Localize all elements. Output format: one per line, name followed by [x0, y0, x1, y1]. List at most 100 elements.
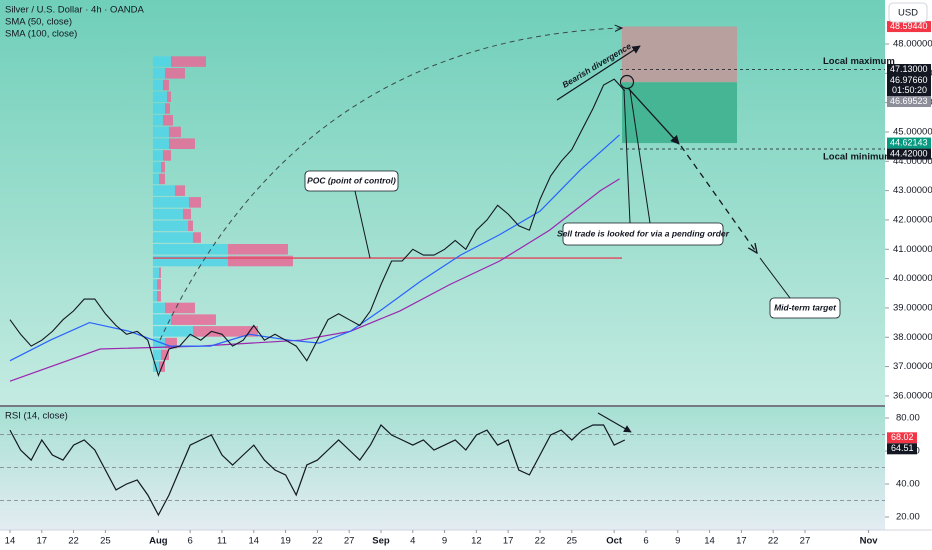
- x-tick-label: 22: [312, 536, 323, 547]
- volume-up: [152, 279, 157, 290]
- trade-arrow: [627, 87, 680, 145]
- volume-down: [164, 337, 177, 349]
- volume-up: [152, 173, 159, 185]
- volume-up: [152, 267, 159, 279]
- volume-up: [152, 185, 175, 196]
- volume-up: [152, 103, 165, 114]
- x-tick-label: Aug: [149, 536, 168, 547]
- price-tag-label: 44.62143: [890, 137, 928, 147]
- sma-line: [9, 178, 620, 382]
- level-label: Local minimum: [823, 151, 893, 162]
- price-tag: [887, 75, 931, 97]
- volume-up: [152, 79, 163, 91]
- volume-down: [227, 243, 288, 255]
- dashed-arc: [159, 28, 622, 341]
- legend-entry: SMA (100, close): [5, 29, 77, 40]
- price-tag: [887, 21, 931, 33]
- volume-down: [192, 232, 201, 243]
- volume-up: [152, 114, 163, 126]
- currency: USD: [898, 8, 918, 19]
- rsi-tag: [887, 432, 917, 444]
- currency-button[interactable]: [888, 2, 928, 23]
- x-tick-label: 25: [566, 536, 577, 547]
- x-tick-label: 4: [410, 536, 415, 547]
- volume-up: [152, 232, 193, 243]
- volume-up: [152, 314, 171, 325]
- y-tick-label: 40.00: [896, 479, 920, 490]
- y-tick-label: 36.00000: [893, 390, 932, 401]
- target-note: Mid-term target: [774, 302, 837, 312]
- price-line: [9, 78, 626, 378]
- x-tick-label: 11: [217, 536, 227, 547]
- rsi-title: RSI (14, close): [5, 411, 68, 422]
- rsi-tag-label: 68.02: [891, 432, 914, 442]
- volume-up: [152, 126, 169, 138]
- price-tag: [887, 137, 931, 149]
- volume-up: [152, 255, 228, 267]
- volume-down: [164, 302, 195, 314]
- volume-up: [152, 68, 165, 79]
- x-tick-label: 19: [280, 536, 291, 547]
- price-tag-label: 46.97660: [890, 75, 928, 85]
- trade-note-box: [562, 222, 724, 246]
- y-tick-label: 41.00000: [893, 244, 932, 255]
- volume-down: [168, 138, 195, 149]
- volume-down: [168, 126, 181, 138]
- y-tick-label: 40.00000: [893, 273, 932, 284]
- price-tag: [887, 64, 931, 76]
- callout-pointer: [759, 257, 791, 299]
- volume-down: [188, 197, 201, 208]
- x-tick-label: 9: [675, 536, 680, 547]
- volume-up: [152, 302, 165, 314]
- y-tick-label: 80.00: [896, 413, 920, 424]
- y-tick-label: 48.00000: [893, 39, 932, 50]
- volume-down: [156, 279, 161, 290]
- divergence-line: [556, 45, 641, 101]
- volume-down: [156, 290, 161, 302]
- volume-down: [162, 114, 173, 126]
- x-tick-label: 6: [643, 536, 648, 547]
- poc-label-box: [304, 170, 399, 192]
- volume-down: [162, 150, 171, 161]
- volume-up: [152, 197, 189, 208]
- volume-up: [152, 91, 167, 103]
- x-tick-label: Sep: [372, 536, 390, 547]
- volume-down: [164, 68, 185, 79]
- y-tick-label: 39.00000: [893, 302, 932, 313]
- price-tag-label: 46.69523: [890, 96, 928, 106]
- y-tick-label: 42.00000: [893, 214, 932, 225]
- callout-pointer: [629, 89, 651, 224]
- volume-down: [187, 220, 193, 232]
- volume-up: [152, 208, 183, 220]
- volume-down: [164, 103, 170, 114]
- poc-label: POC (point of control): [307, 175, 396, 185]
- x-tick-label: 22: [768, 536, 779, 547]
- volume-up: [152, 56, 171, 67]
- trade-note: Sell trade is looked for via a pending o…: [557, 228, 730, 238]
- volume-down: [192, 326, 258, 337]
- price-tag-label: 44.42000: [890, 148, 928, 158]
- y-tick-label: 20.00: [896, 511, 920, 522]
- y-tick-label: 45.00000: [893, 126, 932, 137]
- volume-down: [174, 185, 185, 196]
- volume-up: [152, 290, 157, 302]
- rsi-tag: [887, 443, 917, 455]
- entry-circle: [619, 74, 635, 90]
- callout-pointer: [354, 190, 371, 259]
- x-tick-label: 22: [535, 536, 546, 547]
- target-zone: [622, 82, 738, 144]
- callout-pointer: [623, 89, 631, 224]
- x-tick-label: 25: [100, 536, 111, 547]
- x-tick-label: 17: [736, 536, 747, 547]
- main-pane: [0, 0, 885, 405]
- x-tick-label: 27: [344, 536, 355, 547]
- x-tick-label: 6: [188, 536, 193, 547]
- x-tick-label: 17: [503, 536, 514, 547]
- volume-down: [170, 314, 216, 325]
- volume-up: [152, 161, 161, 173]
- x-tick-label: 22: [68, 536, 79, 547]
- volume-down: [166, 91, 171, 103]
- volume-up: [152, 337, 165, 349]
- rsi-divergence-line: [597, 412, 632, 433]
